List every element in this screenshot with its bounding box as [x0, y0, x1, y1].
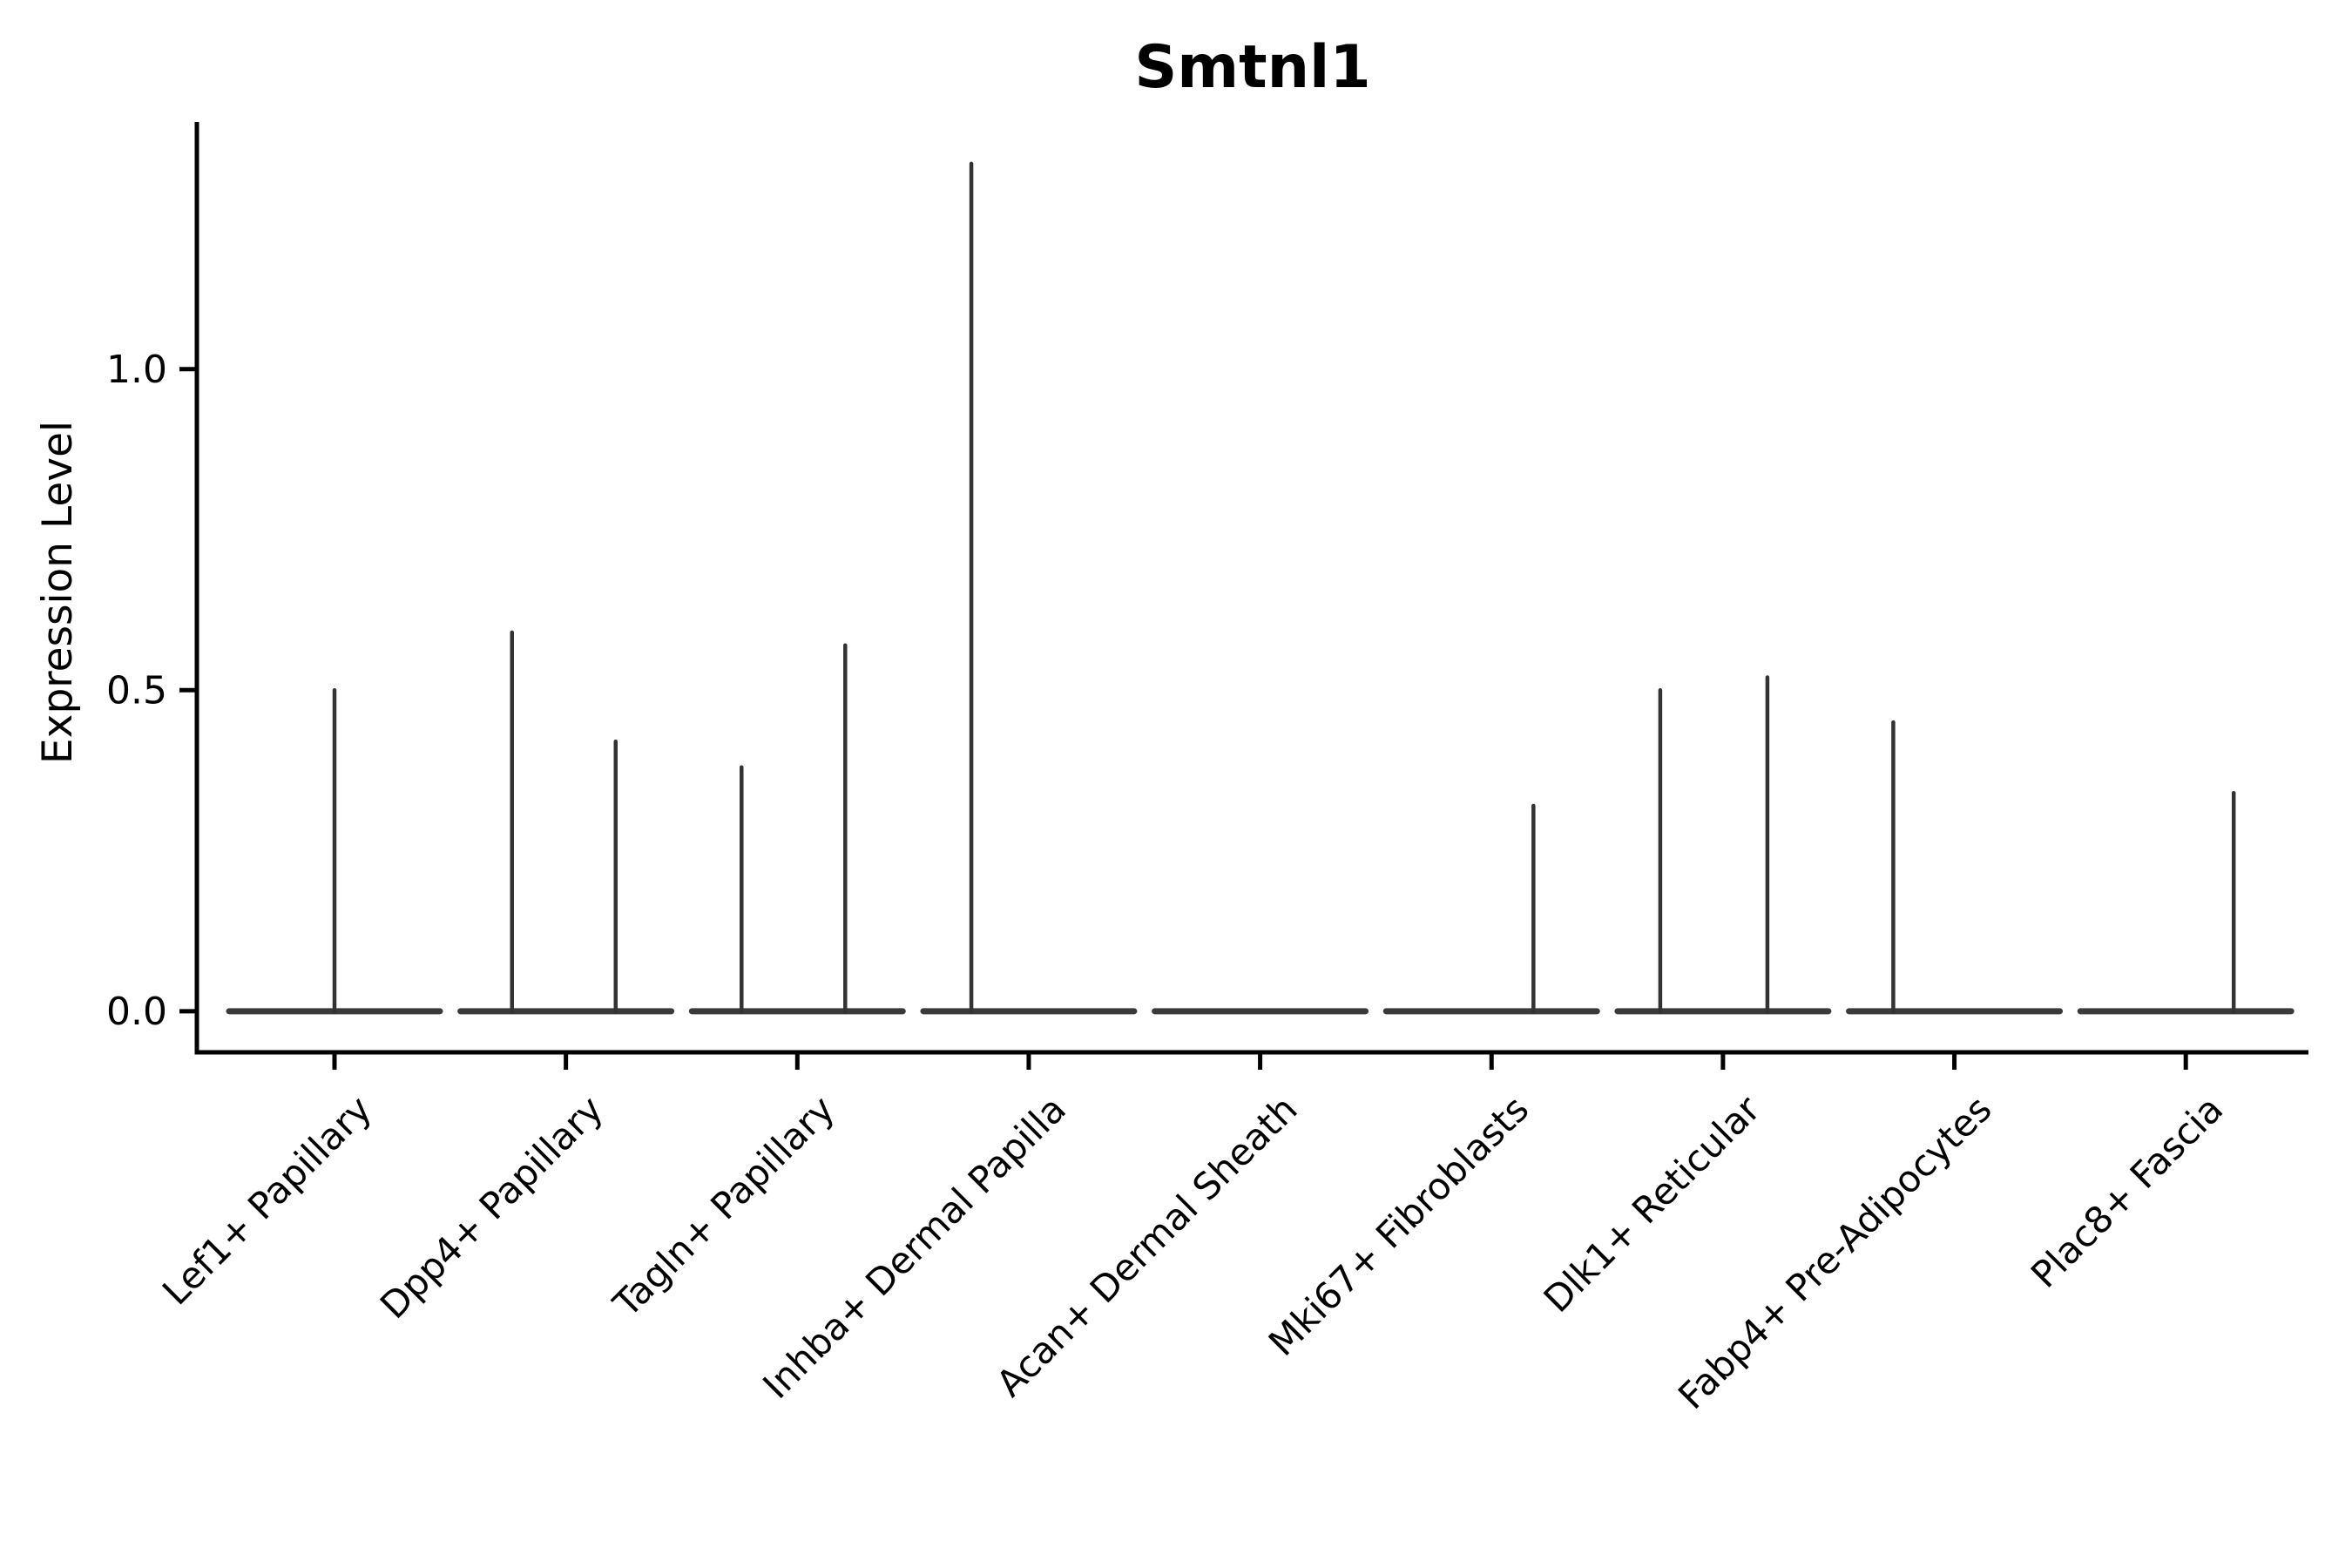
x-tick-label: Lef1+ Papillary — [154, 1087, 380, 1313]
chart-title: Smtnl1 — [1134, 33, 1370, 102]
violin-layer — [226, 161, 2295, 1015]
x-tick-label: Mki67+ Fibroblasts — [1260, 1087, 1537, 1363]
x-tick-label: Plac8+ Fascia — [2023, 1087, 2231, 1295]
y-tick-label: 0.0 — [106, 990, 167, 1034]
axes-layer: 0.0 0.5 1.0 — [106, 122, 2308, 1070]
x-tick-label: Dlk1+ Reticular — [1535, 1087, 1768, 1321]
y-tick-label: 0.5 — [106, 668, 167, 713]
y-tick-label: 1.0 — [106, 348, 167, 392]
x-tick-label: Dpp4+ Papillary — [372, 1087, 612, 1327]
x-tick-label: Tagln+ Papillary — [605, 1087, 842, 1325]
y-axis-label: Expression Level — [34, 421, 82, 764]
